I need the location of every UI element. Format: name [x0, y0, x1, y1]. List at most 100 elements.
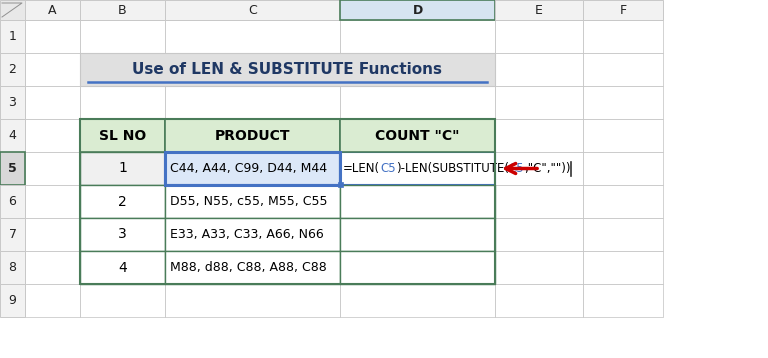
Text: C5: C5 [380, 162, 396, 175]
FancyBboxPatch shape [80, 152, 165, 185]
Text: 3: 3 [118, 227, 127, 242]
FancyBboxPatch shape [80, 53, 165, 86]
Text: )-LEN(SUBSTITUTE(: )-LEN(SUBSTITUTE( [396, 162, 508, 175]
FancyBboxPatch shape [340, 185, 495, 218]
FancyBboxPatch shape [80, 119, 165, 152]
Text: 2: 2 [8, 63, 16, 76]
FancyBboxPatch shape [165, 119, 340, 152]
Text: 3: 3 [8, 96, 16, 109]
FancyBboxPatch shape [165, 251, 340, 284]
FancyBboxPatch shape [80, 185, 165, 218]
FancyBboxPatch shape [340, 218, 495, 251]
FancyBboxPatch shape [165, 218, 340, 251]
FancyBboxPatch shape [0, 119, 25, 152]
Text: PRODUCT: PRODUCT [215, 129, 290, 142]
FancyBboxPatch shape [80, 284, 165, 317]
FancyBboxPatch shape [583, 251, 663, 284]
FancyBboxPatch shape [80, 218, 165, 251]
FancyBboxPatch shape [495, 86, 583, 119]
Text: A: A [48, 4, 57, 16]
FancyBboxPatch shape [340, 152, 495, 185]
FancyBboxPatch shape [495, 218, 583, 251]
FancyBboxPatch shape [25, 251, 80, 284]
FancyBboxPatch shape [340, 251, 495, 284]
FancyBboxPatch shape [340, 119, 495, 152]
FancyBboxPatch shape [495, 251, 583, 284]
Text: D55, N55, c55, M55, C55: D55, N55, c55, M55, C55 [170, 195, 327, 208]
FancyBboxPatch shape [0, 86, 25, 119]
Text: 1: 1 [118, 161, 127, 175]
FancyBboxPatch shape [25, 86, 80, 119]
FancyBboxPatch shape [80, 185, 165, 218]
FancyBboxPatch shape [340, 20, 495, 53]
FancyBboxPatch shape [80, 251, 165, 284]
FancyBboxPatch shape [0, 20, 25, 53]
FancyBboxPatch shape [25, 20, 80, 53]
FancyBboxPatch shape [340, 152, 495, 185]
FancyBboxPatch shape [165, 251, 340, 284]
FancyBboxPatch shape [0, 185, 25, 218]
FancyBboxPatch shape [583, 185, 663, 218]
Text: Use of LEN & SUBSTITUTE Functions: Use of LEN & SUBSTITUTE Functions [133, 62, 442, 77]
FancyBboxPatch shape [338, 182, 343, 187]
Text: C: C [248, 4, 257, 16]
Text: ,"C","")): ,"C","")) [525, 162, 571, 175]
FancyBboxPatch shape [165, 218, 340, 251]
FancyBboxPatch shape [165, 0, 340, 20]
FancyBboxPatch shape [80, 20, 165, 53]
FancyBboxPatch shape [165, 20, 340, 53]
FancyBboxPatch shape [165, 185, 340, 218]
FancyBboxPatch shape [80, 119, 165, 152]
Text: E: E [535, 4, 543, 16]
FancyBboxPatch shape [583, 0, 663, 20]
FancyBboxPatch shape [583, 20, 663, 53]
Text: 1: 1 [8, 30, 16, 43]
FancyBboxPatch shape [583, 86, 663, 119]
FancyBboxPatch shape [80, 0, 165, 20]
FancyBboxPatch shape [340, 119, 495, 152]
FancyBboxPatch shape [165, 86, 340, 119]
Text: 2: 2 [118, 194, 127, 208]
FancyBboxPatch shape [0, 284, 25, 317]
FancyBboxPatch shape [495, 20, 583, 53]
FancyBboxPatch shape [495, 119, 583, 152]
FancyBboxPatch shape [340, 284, 495, 317]
FancyBboxPatch shape [0, 251, 25, 284]
Text: =LEN(: =LEN( [343, 162, 380, 175]
FancyBboxPatch shape [80, 251, 165, 284]
FancyBboxPatch shape [0, 53, 25, 86]
Text: COUNT "C": COUNT "C" [376, 129, 460, 142]
FancyBboxPatch shape [583, 152, 663, 185]
FancyBboxPatch shape [25, 284, 80, 317]
FancyBboxPatch shape [495, 284, 583, 317]
Text: 7: 7 [8, 228, 16, 241]
FancyBboxPatch shape [495, 152, 583, 185]
FancyBboxPatch shape [583, 218, 663, 251]
FancyBboxPatch shape [25, 152, 80, 185]
FancyBboxPatch shape [495, 53, 583, 86]
Text: 4: 4 [8, 129, 16, 142]
FancyBboxPatch shape [495, 0, 583, 20]
FancyBboxPatch shape [165, 284, 340, 317]
FancyBboxPatch shape [80, 53, 495, 86]
FancyBboxPatch shape [583, 284, 663, 317]
Text: E33, A33, C33, A66, N66: E33, A33, C33, A66, N66 [170, 228, 324, 241]
FancyBboxPatch shape [583, 119, 663, 152]
FancyBboxPatch shape [80, 86, 165, 119]
Text: C44, A44, C99, D44, M44: C44, A44, C99, D44, M44 [170, 162, 327, 175]
FancyBboxPatch shape [165, 53, 340, 86]
FancyBboxPatch shape [25, 185, 80, 218]
FancyBboxPatch shape [0, 218, 25, 251]
FancyBboxPatch shape [80, 152, 165, 185]
FancyBboxPatch shape [340, 0, 495, 20]
FancyBboxPatch shape [340, 86, 495, 119]
FancyBboxPatch shape [165, 152, 340, 185]
Text: M88, d88, C88, A88, C88: M88, d88, C88, A88, C88 [170, 261, 326, 274]
FancyBboxPatch shape [0, 152, 25, 185]
FancyBboxPatch shape [165, 152, 340, 185]
Text: SL NO: SL NO [99, 129, 146, 142]
Text: D: D [412, 4, 422, 16]
FancyBboxPatch shape [165, 119, 340, 152]
Text: 6: 6 [8, 195, 16, 208]
FancyBboxPatch shape [583, 53, 663, 86]
